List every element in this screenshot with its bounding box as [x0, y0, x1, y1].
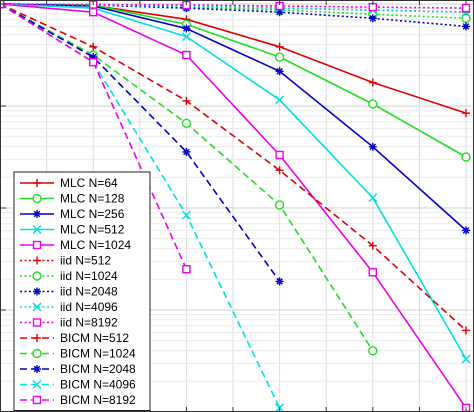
data-point: [182, 24, 191, 33]
legend-entry: iid N=1024: [20, 269, 118, 283]
series-line: [0, 3, 467, 360]
data-point: [182, 147, 191, 156]
legend-marker: [32, 348, 42, 359]
legend-entry: MLC N=1024: [20, 238, 131, 252]
legend-marker: [33, 287, 41, 296]
legend-marker: [32, 240, 42, 250]
legend-marker: [33, 365, 41, 373]
legend-entry: BICM N=512: [20, 331, 129, 345]
legend-entry: iid N=4096: [20, 300, 118, 314]
data-point: [182, 265, 191, 274]
legend-label: MLC N=1024: [60, 238, 131, 252]
data-point: [182, 50, 191, 60]
legend-entry: MLC N=512: [20, 223, 125, 237]
series-line: [0, 3, 281, 282]
legend-label: MLC N=128: [60, 192, 125, 206]
series-line: [0, 3, 467, 409]
legend-label: MLC N=256: [60, 207, 125, 221]
data-point: [274, 200, 285, 210]
series-line: [0, 3, 188, 270]
data-point: [368, 14, 377, 23]
data-point: [88, 57, 98, 67]
legend-label: BICM N=4096: [60, 378, 136, 392]
legend-label: iid N=8192: [60, 316, 118, 330]
legend-entry: MLC N=256: [20, 207, 125, 221]
legend-label: iid N=4096: [60, 300, 118, 314]
data-point: [368, 193, 378, 203]
data-point: [181, 210, 191, 220]
data-point: [275, 67, 284, 76]
legend-marker: [33, 334, 41, 342]
data-point: [368, 241, 377, 250]
legend-marker: [32, 225, 42, 234]
legend-label: BICM N=2048: [60, 362, 136, 376]
data-point: [461, 13, 471, 23]
legend-entry: BICM N=8192: [20, 393, 136, 407]
data-point: [461, 152, 471, 162]
data-point: [275, 166, 284, 175]
legend-label: iid N=512: [60, 254, 111, 268]
data-point: [368, 99, 378, 109]
legend-marker: [32, 380, 42, 389]
data-point: [275, 277, 284, 286]
data-point: [275, 42, 284, 51]
legend-entry: BICM N=1024: [20, 347, 136, 361]
data-point: [181, 32, 191, 42]
series-line: [0, 3, 281, 409]
legend-marker: [33, 179, 41, 187]
data-point: [462, 326, 470, 335]
legend-marker: [32, 302, 42, 312]
data-point: [274, 52, 285, 62]
data-point: [182, 96, 191, 105]
data-point: [275, 150, 284, 160]
legend-entry: iid N=512: [20, 254, 111, 268]
data-point: [89, 42, 98, 51]
data-point: [368, 346, 378, 356]
data-point: [461, 3, 471, 13]
legend-entry: iid N=2048: [20, 285, 118, 299]
data-point: [368, 268, 377, 277]
legend-label: iid N=2048: [60, 285, 118, 299]
data-point: [275, 95, 285, 105]
legend-marker: [32, 193, 42, 204]
legend-label: BICM N=512: [60, 331, 129, 345]
legend-entry: MLC N=128: [20, 192, 125, 206]
series-line: [0, 3, 467, 231]
data-point: [461, 354, 471, 364]
legend-marker: [32, 271, 42, 281]
data-point: [368, 78, 377, 87]
legend-label: MLC N=512: [60, 223, 125, 237]
data-point: [462, 226, 470, 235]
legend-entry: BICM N=4096: [20, 378, 136, 392]
data-point: [368, 142, 377, 151]
data-point: [181, 118, 192, 129]
legend-label: MLC N=64: [60, 176, 118, 190]
data-point: [462, 109, 470, 118]
legend-entry: BICM N=2048: [20, 362, 136, 376]
legend-marker: [32, 318, 42, 327]
series-line: [0, 3, 467, 331]
legend-marker: [32, 395, 42, 405]
legend-entry: iid N=8192: [20, 316, 118, 330]
series-12: [0, 0, 284, 286]
legend-entry: MLC N=64: [20, 176, 118, 190]
data-point: [462, 22, 470, 31]
legend-label: BICM N=8192: [60, 393, 136, 407]
legend-label: BICM N=1024: [60, 347, 136, 361]
legend-marker: [33, 256, 41, 265]
legend-marker: [33, 210, 41, 218]
legend-label: iid N=1024: [60, 269, 118, 283]
series-line: [0, 3, 467, 9]
